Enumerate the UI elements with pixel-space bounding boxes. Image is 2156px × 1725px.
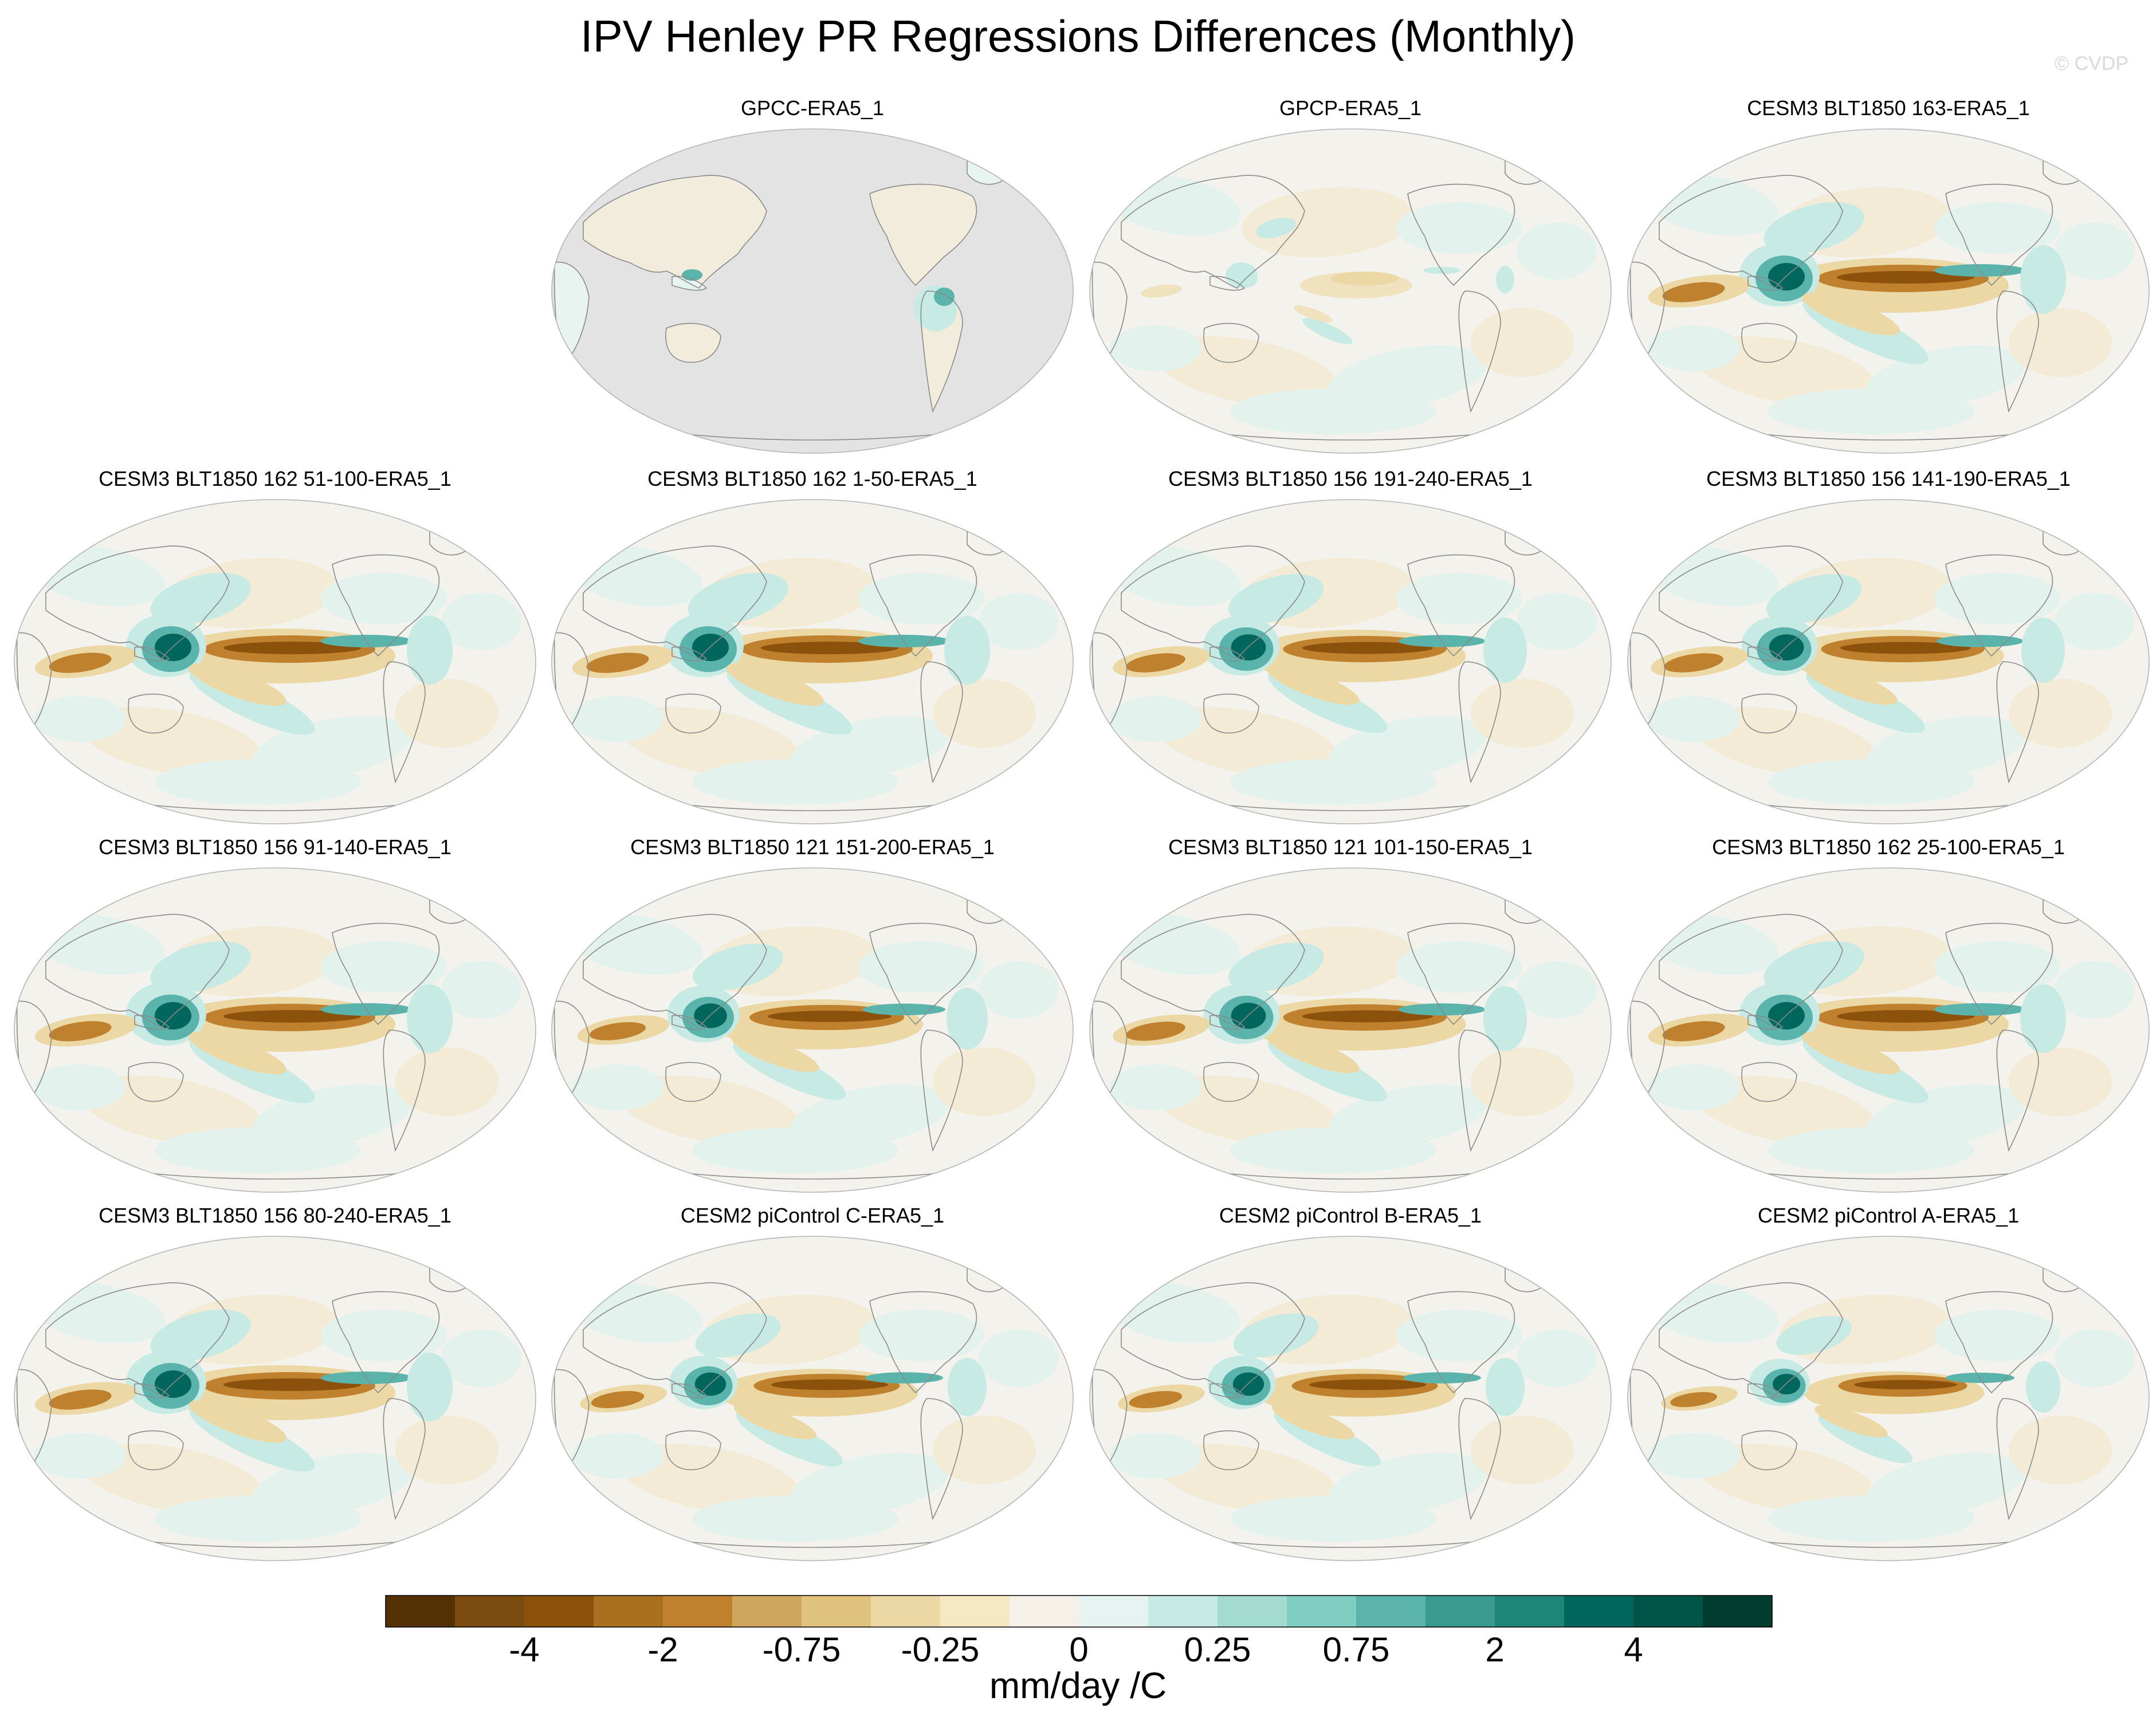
colorbar-swatch	[1148, 1596, 1218, 1627]
map-panel: CESM3 BLT1850 156 141-190-ERA5_1	[1625, 467, 2152, 834]
colorbar-tick-label: -0.25	[901, 1630, 980, 1669]
map	[14, 867, 536, 1193]
colorbar-tick-label: -2	[647, 1630, 678, 1669]
colorbar-swatch	[1564, 1596, 1634, 1627]
map-panel: CESM3 BLT1850 121 101-150-ERA5_1	[1087, 835, 1614, 1202]
map	[551, 1236, 1074, 1561]
colorbar-tick-label: -0.75	[762, 1630, 841, 1669]
colorbar-swatch	[386, 1596, 455, 1627]
copyright-watermark: © CVDP	[2055, 53, 2128, 74]
panel-title: CESM3 BLT1850 162 25-100-ERA5_1	[1712, 835, 2065, 859]
colorbar-swatch	[455, 1596, 525, 1627]
colorbar-swatch	[732, 1596, 802, 1627]
map	[1089, 867, 1612, 1193]
map-panel: CESM3 BLT1850 156 91-140-ERA5_1	[11, 835, 539, 1202]
panel-title: CESM3 BLT1850 121 151-200-ERA5_1	[630, 835, 995, 859]
map	[1627, 1236, 2150, 1561]
colorbar-tick-label: -4	[509, 1630, 540, 1669]
map	[1627, 867, 2150, 1193]
panel-title: GPCP-ERA5_1	[1279, 96, 1422, 120]
colorbar-tick-label: 4	[1624, 1630, 1643, 1669]
panel-title: CESM3 BLT1850 156 80-240-ERA5_1	[99, 1204, 451, 1227]
panel-title: GPCC-ERA5_1	[740, 96, 885, 120]
panel-title: CESM2 piControl C-ERA5_1	[680, 1204, 945, 1227]
map	[14, 1236, 536, 1561]
panel-title: CESM3 BLT1850 156 91-140-ERA5_1	[99, 835, 451, 859]
map-panel: CESM3 BLT1850 156 191-240-ERA5_1	[1087, 467, 1614, 834]
colorbar-swatch	[802, 1596, 871, 1627]
panel-title: CESM3 BLT1850 121 101-150-ERA5_1	[1168, 835, 1533, 859]
map-panel: CESM2 piControl A-ERA5_1	[1625, 1204, 2152, 1570]
map	[1089, 499, 1612, 824]
colorbar-swatch	[663, 1596, 733, 1627]
colorbar-tick-label: 0.25	[1184, 1630, 1251, 1669]
colorbar-swatch	[1425, 1596, 1495, 1627]
map	[1627, 499, 2150, 824]
map	[1089, 128, 1612, 454]
panel-title: CESM3 BLT1850 162 1-50-ERA5_1	[647, 467, 977, 490]
map-panel: CESM3 BLT1850 121 151-200-ERA5_1	[549, 835, 1076, 1202]
colorbar-swatch	[940, 1596, 1010, 1627]
panel-title: CESM3 BLT1850 163-ERA5_1	[1747, 96, 2030, 120]
panel-title: CESM3 BLT1850 156 141-190-ERA5_1	[1706, 467, 2071, 490]
map-panel: CESM2 piControl B-ERA5_1	[1087, 1204, 1614, 1570]
colorbar-swatch	[1079, 1596, 1149, 1627]
colorbar-swatch	[594, 1596, 663, 1627]
colorbar-swatch	[1218, 1596, 1287, 1627]
map	[1089, 1236, 1612, 1561]
map-panel: CESM3 BLT1850 162 51-100-ERA5_1	[11, 467, 539, 834]
colorbar-swatch	[1495, 1596, 1565, 1627]
map	[14, 499, 536, 824]
colorbar-tick-label: 2	[1485, 1630, 1505, 1669]
panel-title: CESM3 BLT1850 162 51-100-ERA5_1	[99, 467, 451, 490]
panel-title: CESM2 piControl B-ERA5_1	[1219, 1204, 1482, 1227]
colorbar-tick-label: 0	[1069, 1630, 1089, 1669]
panel-title: CESM2 piControl A-ERA5_1	[1757, 1204, 2020, 1227]
colorbar-swatch	[1356, 1596, 1426, 1627]
map-panel: CESM3 BLT1850 163-ERA5_1	[1625, 96, 2152, 463]
colorbar-swatch	[1633, 1596, 1703, 1627]
map	[1627, 128, 2150, 454]
colorbar-tick-label: 0.75	[1322, 1630, 1390, 1669]
map	[551, 867, 1074, 1193]
map-panel: CESM3 BLT1850 162 1-50-ERA5_1	[549, 467, 1076, 834]
map	[551, 128, 1074, 454]
map-panel: CESM2 piControl C-ERA5_1	[549, 1204, 1076, 1570]
map	[551, 499, 1074, 824]
colorbar-swatch	[1287, 1596, 1357, 1627]
colorbar-swatch	[1703, 1596, 1773, 1627]
map-panel: GPCC-ERA5_1	[549, 96, 1076, 463]
colorbar-swatch	[1010, 1596, 1079, 1627]
colorbar-swatch	[871, 1596, 941, 1627]
panel-title: CESM3 BLT1850 156 191-240-ERA5_1	[1168, 467, 1533, 490]
map-panel: GPCP-ERA5_1	[1087, 96, 1614, 463]
map-panel: CESM3 BLT1850 156 80-240-ERA5_1	[11, 1204, 539, 1570]
colorbar-units: mm/day /C	[989, 1665, 1167, 1706]
colorbar-swatch	[524, 1596, 594, 1627]
figure-title: IPV Henley PR Regressions Differences (M…	[580, 11, 1576, 61]
map-panel: CESM3 BLT1850 162 25-100-ERA5_1	[1625, 835, 2152, 1202]
